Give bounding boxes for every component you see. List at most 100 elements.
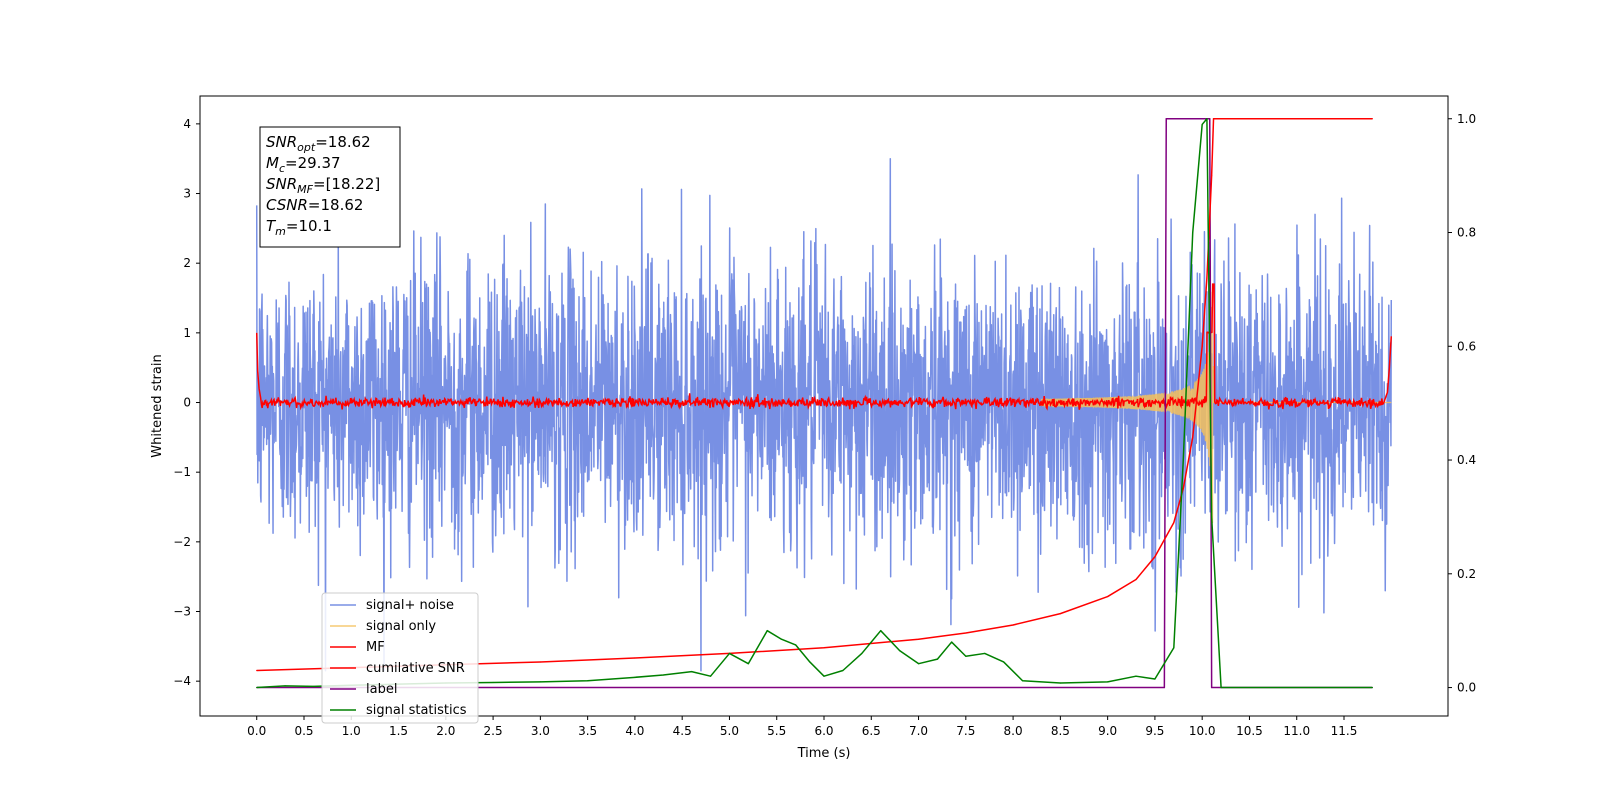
series-signal-statistics-point [710, 676, 711, 677]
series-signal-statistics-point [965, 656, 966, 657]
y-tick-label: 4 [183, 117, 191, 131]
series-signal-statistics-point [1206, 118, 1207, 119]
x-tick-label: 1.0 [342, 724, 361, 738]
series-signal-statistics-point [1060, 682, 1061, 683]
legend-label: signal+ noise [366, 598, 454, 613]
y-right-tick-label: 0.2 [1457, 567, 1476, 581]
y-right-tick-label: 0.0 [1457, 681, 1476, 695]
annotation-value: =18.62 [315, 133, 371, 151]
x-tick-label: 3.0 [531, 724, 550, 738]
series-cumulative-snr-point [1154, 556, 1155, 557]
x-tick-label: 9.5 [1145, 724, 1164, 738]
series-signal-statistics-point [1173, 647, 1174, 648]
series-label-point [1164, 687, 1165, 688]
series-signal-statistics-point [1022, 680, 1023, 681]
series-signal-statistics-point [284, 685, 285, 686]
y-tick-label: −2 [173, 535, 191, 549]
legend-label: cumilative SNR [366, 661, 465, 676]
y-tick-label: 1 [183, 326, 191, 340]
series-signal-statistics-point [1003, 661, 1004, 662]
y-tick-label: −4 [173, 674, 191, 688]
annotation-value: =29.37 [285, 154, 341, 172]
series-signal-statistics-point [984, 653, 985, 654]
series-label-point [1209, 118, 1210, 119]
x-tick-label: 0.5 [294, 724, 313, 738]
x-tick-label: 11.5 [1331, 724, 1358, 738]
y-right-tick-label: 0.4 [1457, 453, 1476, 467]
x-tick-label: 10.5 [1236, 724, 1263, 738]
legend-label: label [366, 682, 397, 697]
series-cumulative-snr-point [918, 639, 919, 640]
y-tick-label: 2 [183, 256, 191, 270]
legend-label: MF [366, 640, 385, 655]
series-cumulative-snr-point [1107, 596, 1108, 597]
annotation-symbol: M [266, 154, 279, 172]
annotation-line: SNRopt=18.62 [266, 133, 371, 154]
series-signal-statistics-point [842, 670, 843, 671]
annotation-line: CSNR=18.62 [266, 196, 363, 214]
series-cumulative-snr-point [1192, 437, 1193, 438]
y-tick-label: 3 [183, 187, 191, 201]
series-signal-statistics-point [587, 680, 588, 681]
series-cumulative-snr-point [965, 632, 966, 633]
series-cumulative-snr-point [1202, 346, 1203, 347]
annotation-subscript: MF [297, 183, 313, 196]
series-signal-statistics-point [823, 676, 824, 677]
series-cumulative-snr-point [256, 670, 257, 671]
annotation-value: =10.1 [286, 217, 332, 235]
y-right-tick-label: 0.8 [1457, 226, 1476, 240]
annotation-box: SNRopt=18.62Mc=29.37SNRMF=[18.22]CSNR=18… [260, 127, 400, 247]
x-tick-label: 3.5 [578, 724, 597, 738]
series-cumulative-snr-point [1211, 175, 1212, 176]
y-right-tick-label: 1.0 [1457, 112, 1476, 126]
series-cumulative-snr-point [823, 647, 824, 648]
x-tick-label: 1.5 [389, 724, 408, 738]
series-signal-statistics-point [1154, 678, 1155, 679]
series-signal-statistics-point [1135, 676, 1136, 677]
series-signal-statistics-point [899, 650, 900, 651]
series-signal-statistics-point [918, 663, 919, 664]
series-cumulative-snr-point [1213, 118, 1214, 119]
series-cumulative-snr-point [1173, 522, 1174, 523]
series-signal-statistics-point [748, 663, 749, 664]
series-signal-statistics-point [691, 671, 692, 672]
series-signal-statistics-point [256, 687, 257, 688]
annotation-value: =[18.22] [313, 175, 380, 193]
x-tick-label: 6.5 [862, 724, 881, 738]
annotation-symbol: SNR [266, 175, 297, 193]
legend-label: signal statistics [366, 703, 467, 718]
y-tick-label: −1 [173, 465, 191, 479]
x-tick-label: 9.0 [1098, 724, 1117, 738]
series-signal-statistics-point [861, 653, 862, 654]
annotation-line: Mc=29.37 [266, 154, 341, 175]
series-signal-statistics-point [781, 639, 782, 640]
x-tick-label: 7.5 [956, 724, 975, 738]
series-signal-statistics-point [809, 661, 810, 662]
series-signal-statistics-point [492, 682, 493, 683]
series-label-point [1166, 118, 1167, 119]
series-signal-statistics-point [1372, 687, 1373, 688]
series-cumulative-snr-point [1372, 118, 1373, 119]
series-signal-statistics-point [1192, 232, 1193, 233]
series-signal-statistics-point [880, 630, 881, 631]
series-signal-statistics-point [634, 677, 635, 678]
series-cumulative-snr-point [1183, 488, 1184, 489]
series-signal-statistics-point [767, 630, 768, 631]
series-cumulative-snr-point [634, 657, 635, 658]
series-cumulative-snr-point [1135, 579, 1136, 580]
series-signal-statistics-point [313, 686, 314, 687]
legend: signal+ noise signal only MF cumilative SNR… [322, 593, 478, 723]
series-signal-statistics-point [1107, 681, 1108, 682]
series-signal-statistics-point [1202, 124, 1203, 125]
series-cumulative-snr-point [1012, 624, 1013, 625]
series-signal-statistics-point [540, 681, 541, 682]
series-cumulative-snr-point [1296, 118, 1297, 119]
x-tick-label: 5.0 [720, 724, 739, 738]
x-tick-label: 4.5 [673, 724, 692, 738]
x-tick-label: 2.5 [484, 724, 503, 738]
series-signal-statistics-point [951, 641, 952, 642]
series-cumulative-snr-point [1206, 277, 1207, 278]
annotation-value: =18.62 [308, 196, 364, 214]
annotation-symbol: CSNR [266, 196, 308, 214]
